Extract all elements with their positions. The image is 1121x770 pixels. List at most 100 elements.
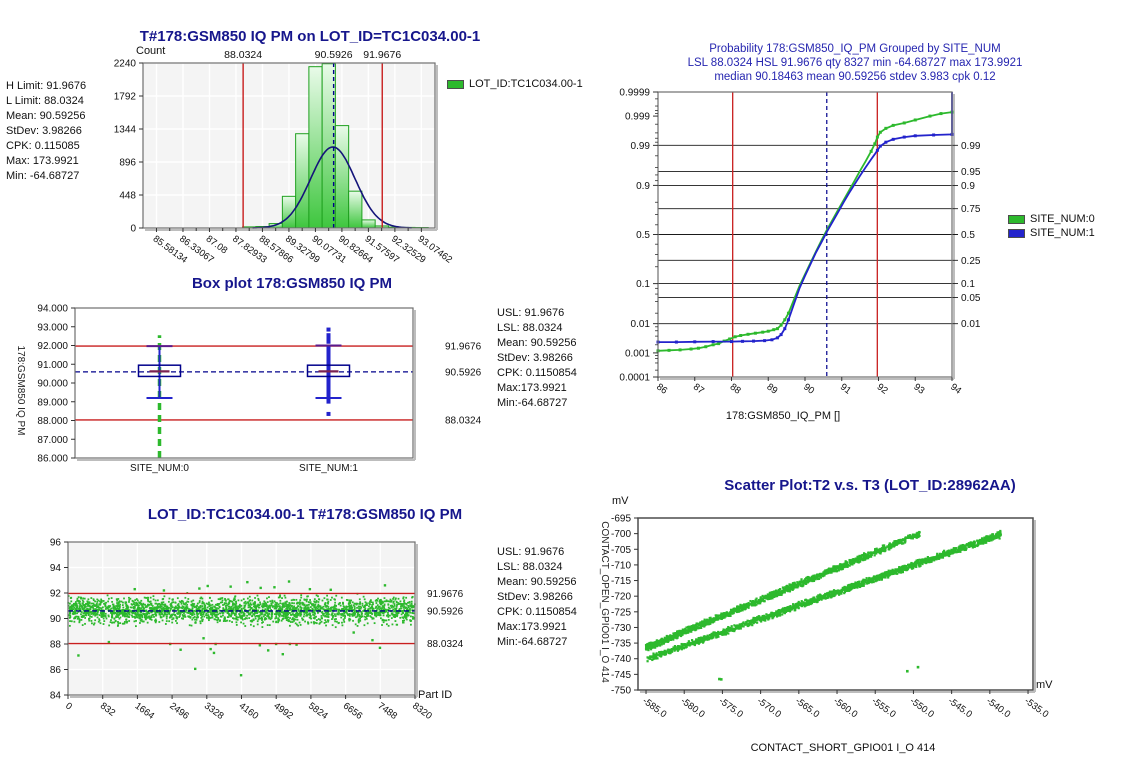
- svg-text:4160: 4160: [237, 701, 261, 722]
- boxplot-title: Box plot 178:GSM850 IQ PM: [191, 275, 393, 292]
- svg-text:84: 84: [50, 691, 62, 702]
- svg-text:2496: 2496: [167, 701, 191, 722]
- svg-text:88: 88: [50, 640, 62, 651]
- svg-text:1792: 1792: [114, 92, 137, 103]
- svg-text:832: 832: [98, 701, 117, 719]
- svg-text:94: 94: [948, 382, 963, 397]
- probability-title: Probability 178:GSM850_IQ_PM Grouped by …: [645, 42, 1065, 84]
- svg-text:91.9676: 91.9676: [363, 49, 401, 61]
- svg-text:7488: 7488: [376, 701, 400, 722]
- histogram-legend: LOT_ID:TC1C034.00-1: [447, 77, 583, 91]
- svg-text:0.999: 0.999: [625, 112, 650, 123]
- svg-text:91.000: 91.000: [37, 360, 68, 371]
- svg-text:0.01: 0.01: [631, 319, 651, 330]
- scatter-title: Scatter Plot:T2 v.s. T3 (LOT_ID:28962AA): [724, 477, 1016, 494]
- probability-canvas[interactable]: 0.990.950.90.750.50.250.10.050.010.99990…: [598, 82, 1080, 422]
- svg-text:90.5926: 90.5926: [315, 49, 353, 61]
- svg-text:896: 896: [119, 158, 136, 169]
- svg-text:88: 88: [728, 382, 743, 397]
- svg-text:90.000: 90.000: [37, 379, 68, 390]
- trend-title: LOT_ID:TC1C034.00-1 T#178:GSM850 IQ PM: [147, 506, 463, 523]
- svg-text:SITE_NUM:1: SITE_NUM:1: [299, 463, 358, 474]
- svg-text:0.5: 0.5: [961, 230, 975, 241]
- boxplot-y-axis-title: 178:GSM850 IQ PM: [15, 345, 26, 436]
- svg-text:3328: 3328: [202, 701, 226, 722]
- svg-text:0.9: 0.9: [636, 181, 650, 192]
- svg-text:88.0324: 88.0324: [445, 415, 482, 426]
- svg-text:86.000: 86.000: [37, 454, 68, 465]
- legend-swatch: [1008, 228, 1025, 238]
- svg-text:88.000: 88.000: [37, 416, 68, 427]
- svg-text:90: 90: [801, 382, 816, 397]
- boxplot-stats: USL: 91.9676 LSL: 88.0324 Mean: 90.59256…: [497, 307, 577, 409]
- svg-text:94.000: 94.000: [37, 304, 68, 315]
- svg-text:93.000: 93.000: [37, 322, 68, 333]
- svg-text:4992: 4992: [271, 701, 295, 722]
- svg-text:0.001: 0.001: [625, 348, 650, 359]
- svg-text:91: 91: [838, 382, 853, 397]
- svg-text:86: 86: [50, 665, 62, 676]
- scatter-canvas[interactable]: -695-700-705-710-715-720-725-730-735-740…: [611, 506, 1097, 740]
- legend-item[interactable]: SITE_NUM:0: [1008, 212, 1095, 226]
- svg-text:0: 0: [63, 701, 74, 713]
- svg-text:87: 87: [691, 382, 706, 397]
- svg-text:0.75: 0.75: [961, 204, 981, 215]
- svg-text:86: 86: [654, 382, 669, 397]
- svg-text:91.9676: 91.9676: [445, 342, 482, 353]
- legend-label: SITE_NUM:1: [1030, 227, 1095, 239]
- boxplot-canvas[interactable]: SITE_NUM:0 SITE_NUM:1 86.000 87.000 88.000 89…: [28, 296, 490, 484]
- svg-text:0.9999: 0.9999: [619, 88, 650, 99]
- svg-text:0.1: 0.1: [636, 279, 650, 290]
- histogram-canvas[interactable]: 044889613441792224085.5813486.3306787.08…: [114, 49, 468, 266]
- svg-text:6656: 6656: [341, 701, 365, 722]
- svg-text:0.01: 0.01: [961, 319, 981, 330]
- svg-text:0.25: 0.25: [961, 256, 981, 267]
- svg-text:92: 92: [875, 382, 890, 397]
- svg-text:0.0001: 0.0001: [619, 373, 650, 384]
- svg-text:0.05: 0.05: [961, 293, 981, 304]
- svg-text:92.000: 92.000: [37, 341, 68, 352]
- legend-item[interactable]: SITE_NUM:1: [1008, 226, 1095, 240]
- svg-text:93: 93: [911, 382, 926, 397]
- scatter-y-unit-label: mV: [612, 495, 629, 507]
- svg-text:91.9676: 91.9676: [427, 589, 464, 600]
- svg-text:0.99: 0.99: [631, 141, 651, 152]
- legend-item[interactable]: LOT_ID:TC1C034.00-1: [447, 77, 583, 91]
- svg-text:0: 0: [130, 224, 136, 235]
- probability-legend: SITE_NUM:0 SITE_NUM:1: [1008, 212, 1095, 240]
- svg-text:87.000: 87.000: [37, 435, 68, 446]
- svg-text:0.1: 0.1: [961, 279, 975, 290]
- svg-text:0.9: 0.9: [961, 181, 975, 192]
- probability-title-line3: median 90.18463 mean 90.59256 stdev 3.98…: [714, 71, 996, 83]
- svg-text:88.0324: 88.0324: [427, 639, 464, 650]
- svg-text:5824: 5824: [306, 701, 330, 722]
- probability-title-line2: LSL 88.0324 HSL 91.9676 qty 8327 min -64…: [687, 57, 1023, 69]
- svg-text:SITE_NUM:0: SITE_NUM:0: [130, 463, 189, 474]
- svg-text:Part ID: Part ID: [418, 689, 452, 701]
- svg-text:88.0324: 88.0324: [224, 49, 262, 61]
- svg-text:90: 90: [50, 614, 62, 625]
- svg-text:0.5: 0.5: [636, 230, 650, 241]
- svg-text:94: 94: [50, 563, 62, 574]
- scatter-y-axis-title: CONTACT_OPEN_GPIO01 I_O 414: [599, 521, 610, 683]
- svg-text:89: 89: [764, 382, 779, 397]
- svg-text:1344: 1344: [114, 125, 137, 136]
- svg-text:0.99: 0.99: [961, 141, 981, 152]
- legend-swatch: [1008, 214, 1025, 224]
- legend-label: SITE_NUM:0: [1030, 213, 1095, 225]
- svg-text:89.000: 89.000: [37, 397, 68, 408]
- trend-stats: USL: 91.9676 LSL: 88.0324 Mean: 90.59256…: [497, 546, 577, 648]
- svg-text:0.95: 0.95: [961, 167, 981, 178]
- svg-text:96: 96: [50, 538, 62, 549]
- trend-canvas[interactable]: 84 86 88 90 92 94 96 0 832 1664 2496 3328 4160 4992 58…: [23, 528, 485, 738]
- legend-swatch: [447, 79, 464, 89]
- svg-text:448: 448: [119, 191, 136, 202]
- svg-text:90.5926: 90.5926: [427, 606, 464, 617]
- svg-text:1664: 1664: [133, 701, 157, 722]
- svg-text:92: 92: [50, 589, 62, 600]
- svg-text:90.5926: 90.5926: [445, 367, 482, 378]
- histogram-title: T#178:GSM850 IQ PM on LOT_ID=TC1C034.00-…: [139, 28, 481, 45]
- histogram-y-axis-title: Count: [136, 45, 166, 57]
- probability-title-line1: Probability 178:GSM850_IQ_PM Grouped by …: [709, 43, 1001, 55]
